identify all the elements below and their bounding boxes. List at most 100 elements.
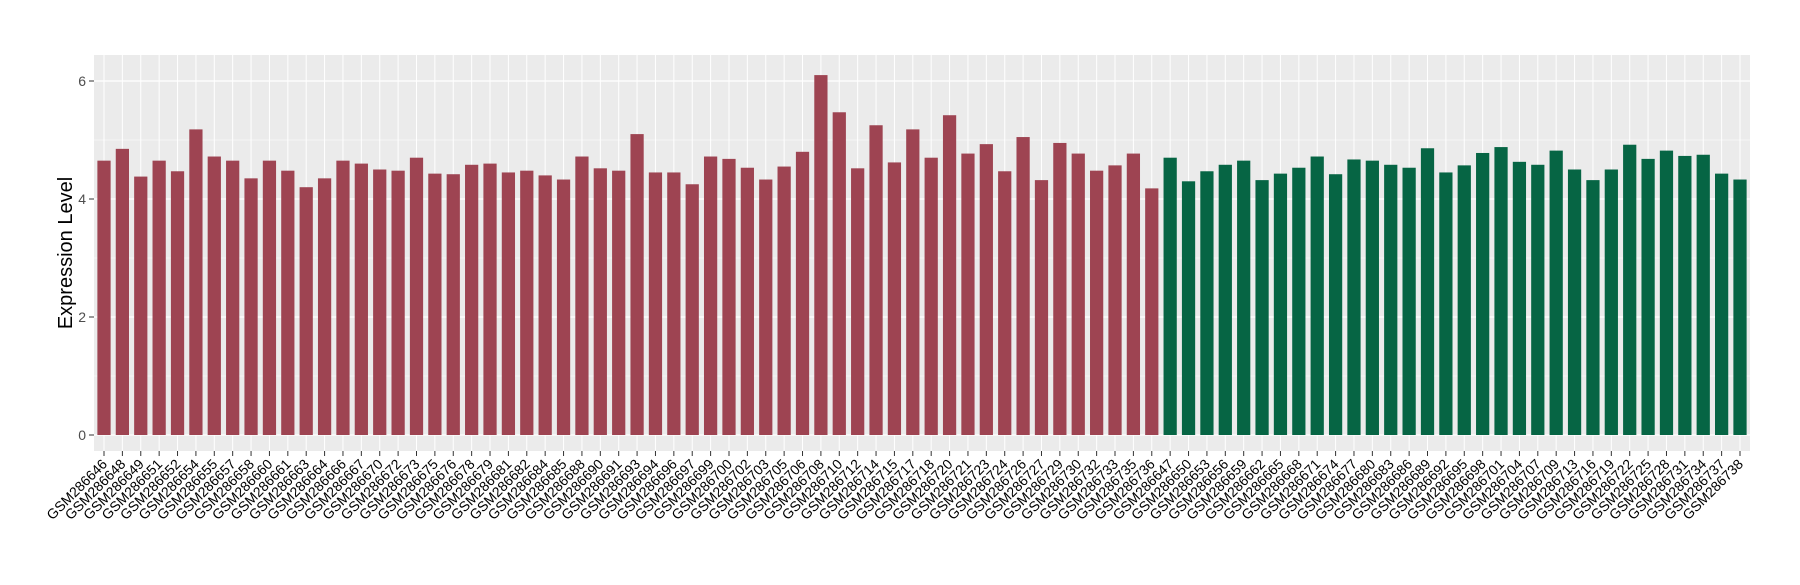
bar [887, 162, 902, 436]
bar [1402, 167, 1416, 436]
bar [299, 187, 313, 435]
bar [1126, 153, 1141, 435]
bar [373, 169, 387, 435]
bar [1384, 164, 1398, 435]
bar [1034, 180, 1049, 435]
bar [961, 153, 975, 435]
bar [446, 174, 460, 435]
y-tick-label: 0 [78, 427, 86, 443]
bar [1347, 159, 1361, 435]
bar [1439, 172, 1453, 435]
y-tick-label: 2 [78, 309, 86, 325]
bar [1163, 157, 1177, 435]
bar [1365, 160, 1379, 435]
bar [759, 179, 773, 435]
bar [1678, 155, 1692, 435]
bar [115, 148, 129, 435]
bar [740, 167, 754, 436]
bar [832, 112, 846, 436]
bar [1567, 169, 1582, 435]
bar [593, 168, 607, 435]
bars [97, 75, 1747, 436]
bar [354, 163, 368, 435]
x-axis: GSM286646GSM286648GSM286649GSM286651GSM2… [43, 451, 1746, 523]
plot-panel [94, 55, 1750, 451]
bar [1641, 158, 1655, 435]
bar [170, 171, 185, 435]
bar [520, 170, 534, 435]
bar [1512, 161, 1527, 435]
bar [465, 164, 479, 435]
bar [777, 166, 791, 436]
bar [189, 129, 203, 435]
bar [1586, 180, 1600, 435]
bar [1715, 173, 1729, 435]
bar [1200, 171, 1214, 435]
bar [1108, 165, 1122, 435]
bar [1053, 142, 1067, 435]
bar [1457, 165, 1471, 435]
bar [317, 178, 332, 435]
bar [1181, 181, 1196, 435]
bar [722, 158, 736, 435]
bar [906, 129, 920, 435]
bar [336, 160, 350, 435]
bar [556, 179, 571, 435]
bar [207, 156, 221, 435]
bar [97, 160, 111, 435]
bar [1218, 164, 1232, 435]
bar [1145, 188, 1159, 435]
bar [1071, 153, 1085, 435]
bar [1604, 169, 1618, 435]
bar [1476, 152, 1490, 436]
bar [1623, 144, 1637, 435]
bar [685, 184, 699, 435]
bar [1696, 154, 1710, 435]
bar [795, 151, 810, 436]
bar [538, 175, 552, 435]
bar [924, 157, 938, 435]
bar [428, 173, 442, 435]
bar [667, 172, 681, 435]
bar [1531, 164, 1545, 435]
y-axis: 0 2 4 6 [78, 73, 94, 443]
bar [501, 172, 516, 435]
bar [998, 171, 1012, 435]
bar [1494, 147, 1508, 435]
bar [942, 115, 957, 435]
y-tick-label: 4 [78, 191, 86, 207]
bar [1292, 167, 1306, 436]
bar [630, 134, 644, 435]
bar [1016, 137, 1030, 436]
bar [281, 170, 295, 435]
bar [391, 170, 405, 435]
bar [244, 178, 258, 435]
bar [979, 144, 993, 435]
bar [1733, 179, 1747, 435]
bar [612, 170, 626, 435]
bar [851, 168, 865, 435]
bar [409, 157, 424, 435]
y-axis-label: Expression Level [55, 177, 77, 329]
bar [1090, 170, 1104, 435]
bar [1273, 173, 1288, 435]
bar [1549, 150, 1563, 435]
y-tick-label: 6 [78, 73, 86, 89]
bar [703, 156, 718, 435]
bar [1255, 180, 1269, 435]
bar [648, 172, 663, 435]
bar [1420, 148, 1435, 435]
bar [262, 160, 277, 435]
bar [814, 75, 828, 435]
bar [1237, 160, 1251, 435]
bar [483, 163, 497, 435]
bar [152, 160, 166, 435]
bar [1310, 156, 1324, 435]
bar [1659, 150, 1674, 435]
bar [134, 176, 148, 435]
bar [226, 160, 240, 435]
bar [575, 156, 589, 435]
bar [869, 125, 883, 435]
